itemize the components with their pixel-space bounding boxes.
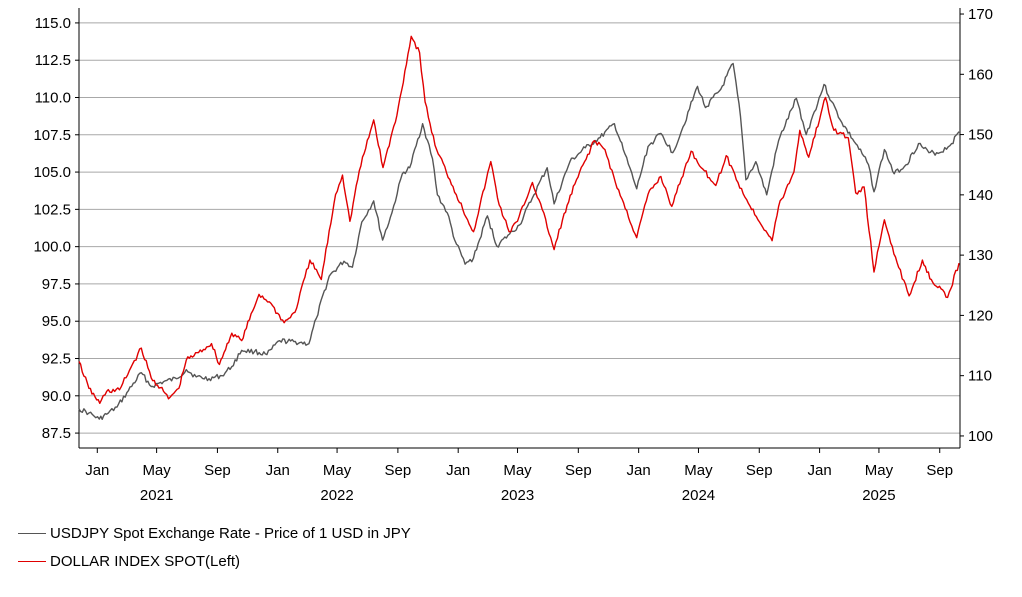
- left-tick-label: 100.0: [33, 239, 71, 256]
- right-tick-label: 110: [968, 368, 992, 385]
- x-year-label: 2023: [501, 487, 534, 504]
- left-tick-label: 102.5: [33, 201, 71, 218]
- x-month-label: Jan: [807, 462, 831, 479]
- x-month-label: Sep: [746, 462, 773, 479]
- x-year-label: 2022: [320, 487, 353, 504]
- right-axis: 100 110 120 130 140 150 160 170: [960, 6, 993, 445]
- left-tick-label: 95.0: [42, 313, 71, 330]
- left-tick-label: 115.0: [35, 15, 71, 32]
- grid-lines: [79, 22, 960, 434]
- right-tick-label: 160: [968, 66, 993, 83]
- legend-item-dollar-index: DOLLAR INDEX SPOT(Left): [18, 553, 240, 570]
- series-line-usdjpy: [78, 62, 960, 420]
- legend-label-usdjpy: USDJPY Spot Exchange Rate - Price of 1 U…: [50, 525, 411, 542]
- x-month-label: Jan: [627, 462, 651, 479]
- left-tick-label: 87.5: [42, 425, 71, 442]
- x-month-label: May: [323, 462, 352, 479]
- plot-frame: [78, 8, 961, 449]
- left-axis: 87.5 90.0 92.5 95.0 97.5 100.0 102.5 105.0 107.5…: [33, 15, 79, 442]
- x-month-label: Sep: [565, 462, 592, 479]
- legend-swatch-dollar-index: [18, 561, 46, 562]
- series-layer: [78, 35, 960, 420]
- x-month-label: Jan: [85, 462, 109, 479]
- right-tick-label: 130: [968, 247, 993, 264]
- left-tick-label: 97.5: [42, 276, 71, 293]
- left-tick-label: 110.0: [35, 89, 71, 106]
- right-tick-label: 120: [968, 307, 993, 324]
- legend-swatch-usdjpy: [18, 533, 46, 534]
- right-tick-label: 140: [968, 187, 993, 204]
- legend-label-dollar-index: DOLLAR INDEX SPOT(Left): [50, 553, 241, 570]
- left-tick-label: 105.0: [33, 164, 71, 181]
- x-month-label: Sep: [204, 462, 231, 479]
- x-year-label: 2024: [682, 487, 715, 504]
- legend-item-usdjpy: USDJPY Spot Exchange Rate - Price of 1 U…: [18, 525, 411, 542]
- x-year-label: 2021: [140, 487, 173, 504]
- x-axis: Jan May Sep Jan May Sep Jan May Sep Jan May Sep Jan M…: [85, 448, 953, 504]
- x-month-label: May: [684, 462, 713, 479]
- x-month-label: Sep: [926, 462, 953, 479]
- left-tick-label: 92.5: [42, 351, 71, 368]
- left-tick-label: 112.5: [35, 52, 71, 69]
- x-month-label: Jan: [446, 462, 470, 479]
- x-year-label: 2025: [862, 487, 895, 504]
- x-month-label: May: [503, 462, 532, 479]
- x-month-label: Jan: [266, 462, 290, 479]
- left-tick-label: 107.5: [33, 127, 71, 144]
- x-month-label: May: [142, 462, 171, 479]
- right-tick-label: 170: [968, 6, 993, 23]
- right-tick-label: 100: [968, 428, 993, 445]
- right-tick-label: 150: [968, 127, 993, 144]
- x-month-label: May: [865, 462, 894, 479]
- series-line-dollar-index: [78, 35, 960, 404]
- x-month-label: Sep: [385, 462, 412, 479]
- left-tick-label: 90.0: [42, 388, 71, 405]
